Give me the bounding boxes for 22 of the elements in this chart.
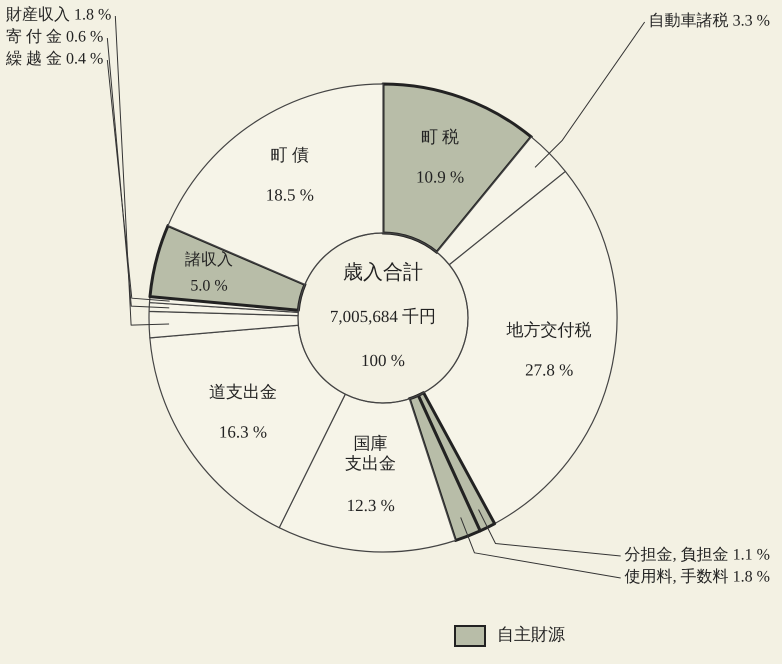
slice-label: 道支出金 [208, 382, 277, 402]
text: 歳入合計 [343, 262, 423, 284]
data-label: 5.0 % [190, 277, 228, 294]
slice-label: 地方交付税 [506, 320, 592, 340]
slice-label: 町 税 [420, 127, 460, 146]
data-label: 12.3 % [346, 496, 395, 515]
slice-label: 自動車諸税 3.3 % [648, 12, 770, 30]
slice-label: 分担金, 負担金 1.1 % [624, 546, 770, 564]
slice-label: 繰 越 金 0.4 % [5, 50, 104, 68]
slice-label: 諸収入 [185, 250, 234, 268]
data-label: 16.3 % [218, 422, 268, 442]
slice-label: 国庫支出金 [345, 434, 396, 474]
slice-label: 寄 付 金 0.6 % [6, 28, 104, 46]
data-label: 27.8 % [525, 360, 574, 380]
slice-label: 使用料, 手数料 1.8 % [624, 568, 770, 586]
text: 100 % [361, 350, 405, 370]
slice-label: 町 債 [270, 145, 309, 164]
data-label: 18.5 % [266, 185, 314, 204]
text: 自主財源 [497, 624, 565, 644]
data-label: 10.9 % [416, 167, 464, 186]
text: 7,005,684 千円 [330, 306, 436, 326]
slice-label: 財産収入 1.8 % [6, 6, 112, 24]
